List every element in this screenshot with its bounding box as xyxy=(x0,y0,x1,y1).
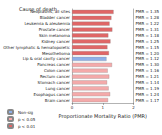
svg-text:Esophagus cancer: Esophagus cancer xyxy=(33,92,70,97)
svg-text:Cause of death: Cause of death xyxy=(19,6,57,12)
svg-text:Leukemia & aleukemia: Leukemia & aleukemia xyxy=(24,21,70,26)
svg-text:PMR = 1.30: PMR = 1.30 xyxy=(136,62,160,67)
svg-text:PMR = 1.35: PMR = 1.35 xyxy=(136,9,160,14)
svg-text:Neoplasms, all sites: Neoplasms, all sites xyxy=(30,9,70,15)
svg-text:PMR = 1.19: PMR = 1.19 xyxy=(136,86,160,91)
svg-text:PMR = 1.20: PMR = 1.20 xyxy=(136,51,160,56)
svg-text:Other lymphatic & hematopoieti: Other lymphatic & hematopoietic xyxy=(3,45,70,50)
svg-text:PMR = 1.31: PMR = 1.31 xyxy=(136,27,160,32)
svg-text:Mesothelioma: Mesothelioma xyxy=(42,51,71,56)
svg-text:Stomach cancer: Stomach cancer xyxy=(38,80,71,85)
svg-text:Proportionate Mortality Ratio: Proportionate Mortality Ratio (PMR) xyxy=(59,113,147,120)
svg-text:Prostate cancer: Prostate cancer xyxy=(39,27,71,32)
svg-text:PMR = 1.25: PMR = 1.25 xyxy=(136,39,160,44)
svg-text:PMR = 1.28: PMR = 1.28 xyxy=(136,15,160,20)
svg-text:Kidney cancer: Kidney cancer xyxy=(42,39,71,44)
svg-text:PMR = 1.14: PMR = 1.14 xyxy=(136,80,160,85)
svg-text:2: 2 xyxy=(132,105,135,110)
svg-text:Rectum cancer: Rectum cancer xyxy=(40,74,70,79)
svg-text:Non-sig: Non-sig xyxy=(18,110,34,115)
svg-text:Colon cancer: Colon cancer xyxy=(44,68,70,73)
svg-text:Skin melanoma: Skin melanoma xyxy=(39,33,71,38)
svg-text:p < 0.01: p < 0.01 xyxy=(18,124,36,129)
svg-text:PMR = 1.16: PMR = 1.16 xyxy=(136,68,160,73)
svg-text:Lung cancer: Lung cancer xyxy=(45,86,70,91)
svg-text:Pancreas cancer: Pancreas cancer xyxy=(37,62,70,67)
svg-text:0: 0 xyxy=(71,105,74,110)
svg-text:PMR = 1.12: PMR = 1.12 xyxy=(136,56,160,61)
svg-text:PMR = 1.22: PMR = 1.22 xyxy=(136,21,160,26)
svg-text:PMR = 1.17: PMR = 1.17 xyxy=(136,98,160,103)
svg-text:PMR = 1.15: PMR = 1.15 xyxy=(136,45,160,50)
svg-text:PMR = 1.21: PMR = 1.21 xyxy=(136,74,160,79)
svg-text:Bladder cancer: Bladder cancer xyxy=(40,15,71,20)
svg-text:Lip & oral cavity cancer: Lip & oral cavity cancer xyxy=(23,56,71,61)
svg-text:PMR = 1.18: PMR = 1.18 xyxy=(136,33,160,38)
svg-text:p < 0.05: p < 0.05 xyxy=(18,117,36,122)
svg-text:PMR = 1.24: PMR = 1.24 xyxy=(136,92,160,97)
svg-text:1: 1 xyxy=(102,105,105,110)
svg-text:Brain cancer: Brain cancer xyxy=(45,98,71,103)
